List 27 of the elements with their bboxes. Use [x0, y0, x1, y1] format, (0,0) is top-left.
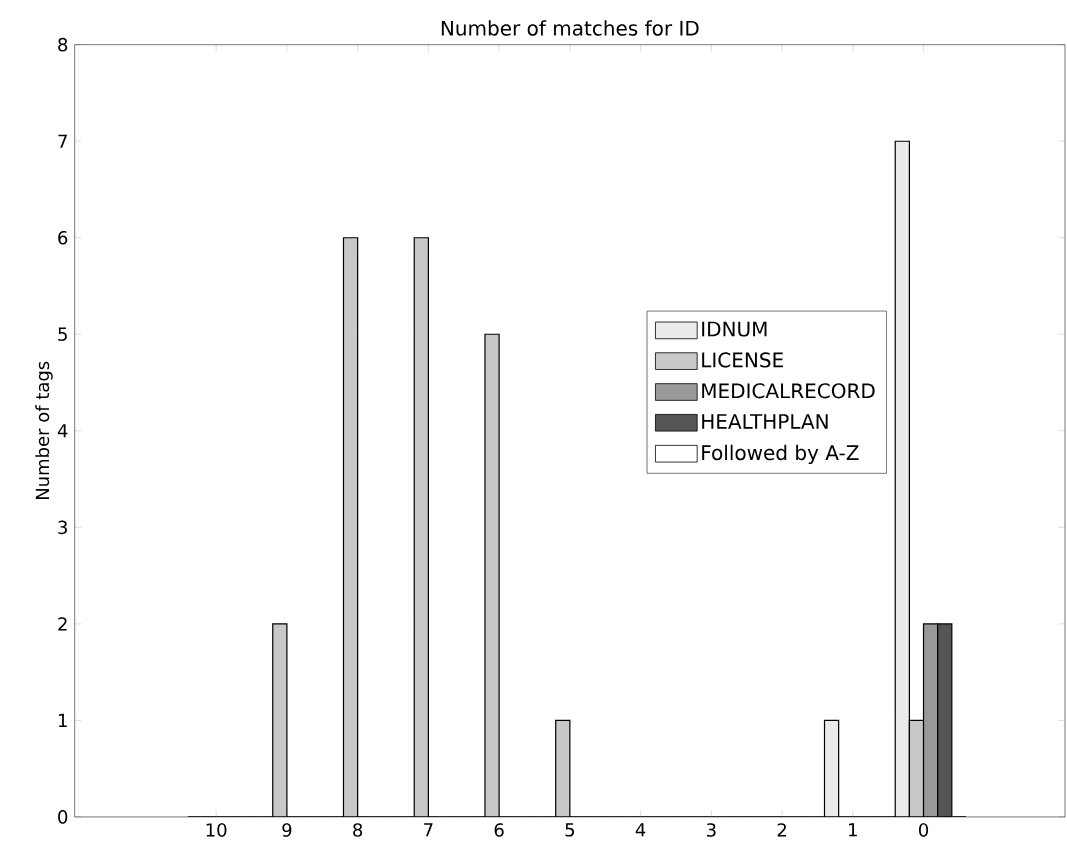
y-tick-label: 1: [58, 713, 67, 727]
y-tick-label: 7: [58, 134, 67, 148]
x-tick-label: 1: [849, 823, 857, 837]
x-tick-label: 2: [777, 823, 786, 837]
y-tick-label: 4: [57, 424, 68, 438]
x-tick-label: 4: [635, 823, 646, 837]
y-tick-label: 3: [58, 520, 67, 535]
x-tick-label: 6: [494, 823, 504, 837]
legend-label: Followed by A-Z: [702, 444, 859, 464]
x-tick-label: 0: [919, 823, 929, 837]
y-axis-title: Number of tags: [35, 361, 53, 499]
x-tick-label: 3: [706, 823, 716, 837]
legend-label: IDNUM: [702, 321, 767, 337]
x-tick-label: 10: [206, 823, 227, 837]
x-tick-label: 5: [565, 823, 575, 837]
x-tick-label: 7: [424, 823, 433, 837]
y-tick-label: 2: [58, 617, 67, 631]
chart-title: Number of matches for ID: [441, 20, 699, 36]
x-tick-label: 8: [353, 823, 363, 837]
legend-label: HEALTHPLAN: [702, 414, 828, 429]
y-tick-label: 8: [58, 37, 68, 52]
legend-label: MEDICALRECORD: [702, 383, 875, 399]
y-tick-label: 6: [58, 230, 68, 245]
x-tick-label: 9: [282, 823, 292, 837]
y-tick-label: 5: [58, 327, 67, 341]
y-tick-label: 0: [58, 809, 68, 824]
legend-label: LICENSE: [702, 352, 783, 368]
